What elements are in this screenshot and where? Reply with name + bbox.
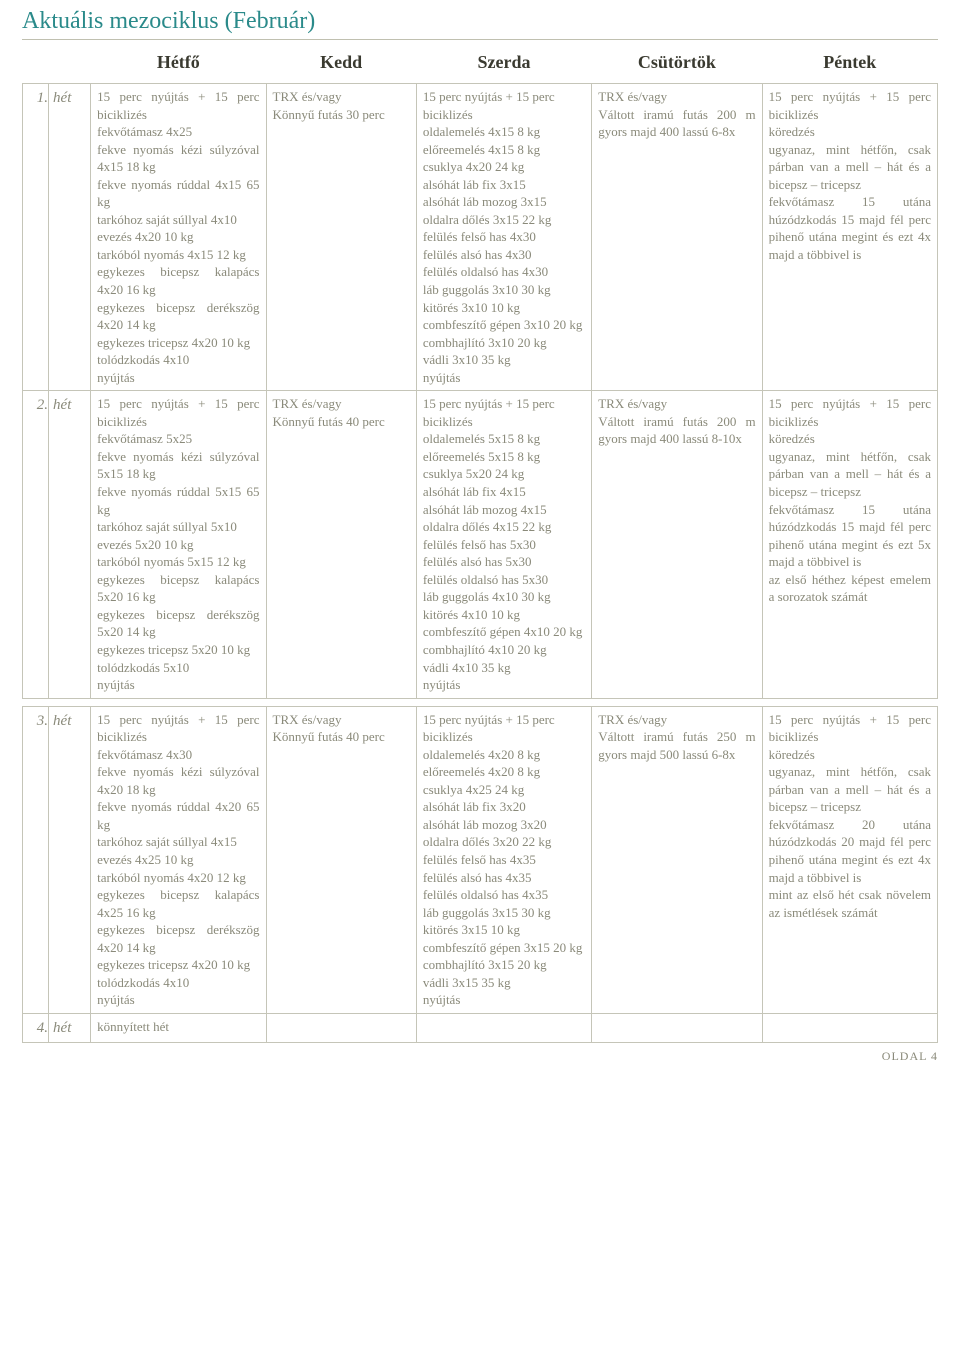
cell-csutortok (592, 1013, 762, 1042)
cell-kedd: TRX és/vagyKönnyű futás 40 perc (266, 706, 416, 1013)
header-csutortok: Csütörtök (592, 46, 762, 84)
cell-szerda: 15 perc nyújtás + 15 perc biciklizésolda… (416, 391, 591, 698)
header-blank2 (49, 46, 91, 84)
row-num: 2. (23, 391, 49, 698)
row-num: 3. (23, 706, 49, 1013)
cell-szerda (416, 1013, 591, 1042)
cell-hetfo: 15 perc nyújtás + 15 perc biciklizésfekv… (91, 706, 266, 1013)
row-label: hét (49, 84, 91, 391)
row-label: hét (49, 391, 91, 698)
table-row: 1. hét 15 perc nyújtás + 15 perc bicikli… (23, 84, 938, 391)
row-num: 4. (23, 1013, 49, 1042)
page-footer: OLDAL 4 (22, 1049, 938, 1064)
cell-csutortok: TRX és/vagyVáltott iramú futás 250 m gyo… (592, 706, 762, 1013)
cell-szerda: 15 perc nyújtás + 15 perc biciklizésolda… (416, 84, 591, 391)
header-pentek: Péntek (762, 46, 937, 84)
cell-kedd (266, 1013, 416, 1042)
cell-kedd: TRX és/vagyKönnyű futás 40 perc (266, 391, 416, 698)
cell-pentek: 15 perc nyújtás + 15 perc biciklizésköre… (762, 706, 937, 1013)
header-kedd: Kedd (266, 46, 416, 84)
mesocycle-table: Hétfő Kedd Szerda Csütörtök Péntek 1. hé… (22, 46, 938, 1043)
header-row: Hétfő Kedd Szerda Csütörtök Péntek (23, 46, 938, 84)
cell-hetfo: könnyített hét (91, 1013, 266, 1042)
spacer-row (23, 698, 938, 706)
cell-pentek: 15 perc nyújtás + 15 perc biciklizésköre… (762, 84, 937, 391)
header-szerda: Szerda (416, 46, 591, 84)
page-title: Aktuális mezociklus (Február) (22, 8, 938, 40)
header-hetfo: Hétfő (91, 46, 266, 84)
cell-hetfo: 15 perc nyújtás + 15 perc biciklizésfekv… (91, 391, 266, 698)
cell-kedd: TRX és/vagyKönnyű futás 30 perc (266, 84, 416, 391)
cell-hetfo: 15 perc nyújtás + 15 perc biciklizésfekv… (91, 84, 266, 391)
table-row: 2. hét 15 perc nyújtás + 15 perc bicikli… (23, 391, 938, 698)
row-num: 1. (23, 84, 49, 391)
row-label: hét (49, 1013, 91, 1042)
table-row: 3. hét 15 perc nyújtás + 15 perc bicikli… (23, 706, 938, 1013)
row-label: hét (49, 706, 91, 1013)
cell-pentek (762, 1013, 937, 1042)
table-row: 4. hét könnyített hét (23, 1013, 938, 1042)
cell-szerda: 15 perc nyújtás + 15 perc biciklizésolda… (416, 706, 591, 1013)
header-blank1 (23, 46, 49, 84)
cell-pentek: 15 perc nyújtás + 15 perc biciklizésköre… (762, 391, 937, 698)
cell-csutortok: TRX és/vagyVáltott iramú futás 200 m gyo… (592, 84, 762, 391)
cell-csutortok: TRX és/vagyVáltott iramú futás 200 m gyo… (592, 391, 762, 698)
